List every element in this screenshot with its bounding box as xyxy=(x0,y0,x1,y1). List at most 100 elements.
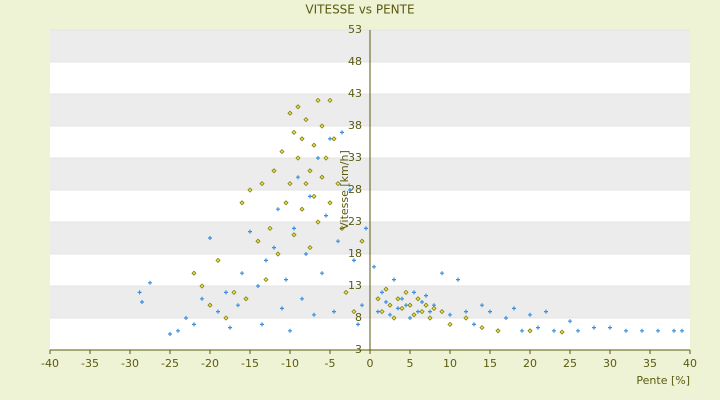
data-point xyxy=(360,303,364,308)
data-point xyxy=(312,312,316,317)
data-point xyxy=(327,97,333,103)
data-point xyxy=(332,309,336,314)
data-point xyxy=(495,328,501,334)
data-point xyxy=(624,328,628,333)
data-point xyxy=(287,110,293,116)
data-point xyxy=(200,296,204,301)
data-point xyxy=(208,236,212,240)
data-point xyxy=(307,168,313,174)
data-point xyxy=(351,309,357,315)
x-tick-label: 10 xyxy=(443,357,457,370)
data-point xyxy=(168,332,172,336)
data-point xyxy=(264,258,268,263)
data-point xyxy=(224,290,228,295)
y-tick-label: 18 xyxy=(348,247,362,260)
y-tick-label: 33 xyxy=(348,151,362,164)
data-point xyxy=(520,328,524,333)
data-point xyxy=(419,309,425,315)
y-tick-label: 53 xyxy=(348,23,362,36)
data-point xyxy=(411,312,417,318)
data-point xyxy=(504,316,508,320)
data-point xyxy=(272,245,276,250)
data-point xyxy=(416,309,420,314)
x-tick-label: 0 xyxy=(367,357,374,370)
data-point xyxy=(240,271,244,276)
data-point xyxy=(427,315,433,321)
data-point xyxy=(331,136,337,142)
data-point xyxy=(440,271,444,276)
data-point xyxy=(592,325,596,330)
data-point xyxy=(359,238,365,244)
data-point xyxy=(243,296,249,302)
data-point xyxy=(291,129,297,135)
data-point xyxy=(284,277,288,282)
data-point xyxy=(295,155,301,161)
data-point xyxy=(299,136,305,142)
data-point xyxy=(387,302,393,308)
data-point xyxy=(256,284,260,288)
data-point xyxy=(336,239,340,244)
x-tick-label: 20 xyxy=(523,357,537,370)
data-point xyxy=(488,309,492,314)
data-point xyxy=(271,168,277,174)
data-point xyxy=(255,238,261,244)
data-point xyxy=(672,328,676,333)
data-point xyxy=(184,316,188,320)
data-point xyxy=(348,188,352,192)
data-point xyxy=(395,296,401,302)
x-tick-label: -10 xyxy=(281,357,299,370)
x-tick-label: 30 xyxy=(603,357,617,370)
data-point xyxy=(428,309,432,314)
data-point xyxy=(380,290,384,295)
x-tick-label: -30 xyxy=(121,357,139,370)
data-point xyxy=(335,181,341,187)
data-point xyxy=(216,309,220,314)
data-point xyxy=(319,174,325,180)
data-point xyxy=(288,328,292,333)
data-point xyxy=(307,245,313,251)
data-point xyxy=(403,289,409,295)
data-point xyxy=(527,328,533,334)
data-point xyxy=(320,271,324,276)
data-point xyxy=(207,302,213,308)
y-tick-label: 23 xyxy=(348,215,362,228)
data-point xyxy=(536,325,540,330)
data-point xyxy=(279,149,285,155)
data-point xyxy=(640,328,644,333)
y-tick-label: 38 xyxy=(348,119,362,132)
x-tick-label: 15 xyxy=(483,357,497,370)
data-point xyxy=(656,328,660,333)
data-point xyxy=(448,312,452,317)
data-point xyxy=(680,328,684,333)
data-point xyxy=(303,181,309,187)
data-point xyxy=(192,322,196,327)
data-point xyxy=(291,232,297,238)
data-point xyxy=(292,226,296,231)
data-point xyxy=(383,286,389,292)
data-point xyxy=(191,270,197,276)
data-point xyxy=(404,303,408,308)
data-point xyxy=(559,329,565,335)
data-point xyxy=(275,251,281,257)
data-point xyxy=(239,200,245,206)
chart-title: VITESSE vs PENTE xyxy=(305,3,414,17)
data-point xyxy=(464,309,468,314)
data-point xyxy=(352,258,356,263)
data-point xyxy=(300,296,304,301)
data-point xyxy=(423,302,429,308)
data-point xyxy=(388,312,392,317)
data-point xyxy=(396,306,400,311)
data-point xyxy=(324,213,328,218)
x-tick-label: 35 xyxy=(643,357,657,370)
data-point xyxy=(431,305,437,311)
data-point xyxy=(247,187,253,193)
data-point xyxy=(439,309,445,315)
data-point xyxy=(236,303,240,308)
data-point xyxy=(544,309,548,314)
data-point xyxy=(392,277,396,282)
data-point xyxy=(343,289,349,295)
data-point xyxy=(267,225,273,231)
data-point xyxy=(176,328,180,333)
data-point xyxy=(311,193,317,199)
